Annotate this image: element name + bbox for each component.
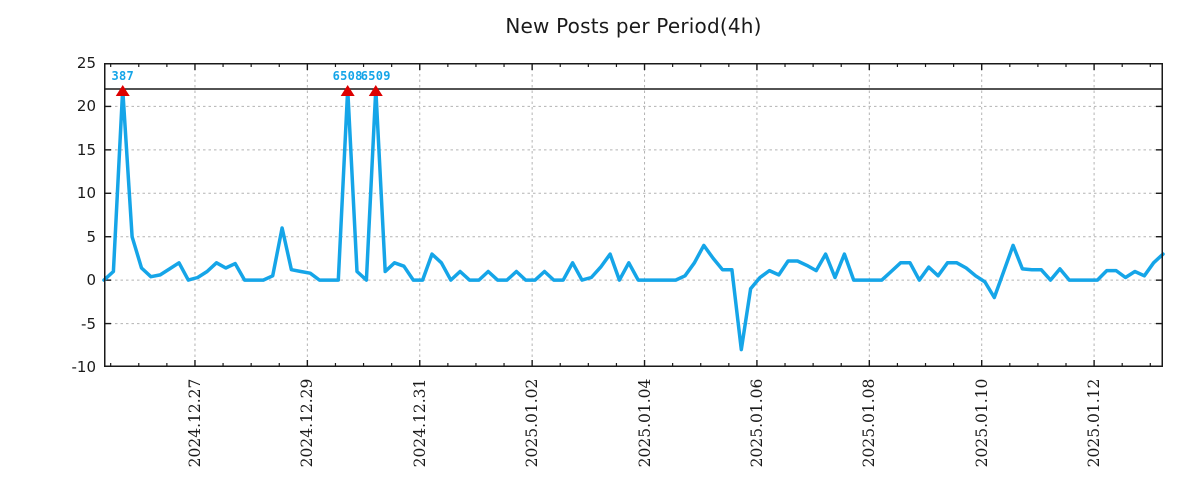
x-tick-label: 2025.01.12 [1085,378,1104,468]
y-tick-label: 10 [76,184,96,203]
x-tick-label: 2024.12.27 [185,378,204,468]
y-tick-label: -5 [81,314,96,333]
x-tick-label: 2024.12.29 [298,378,317,468]
svg-text:6509: 6509 [361,69,391,83]
svg-text:6508: 6508 [333,69,363,83]
y-tick-label: 20 [76,97,96,116]
y-tick-label: 15 [76,140,96,159]
svg-text:387: 387 [111,69,134,83]
x-tick-label: 2024.12.31 [410,378,429,468]
y-tick-label: -10 [71,358,97,376]
x-tick-label: 2025.01.04 [635,378,654,468]
plot-area: 387 6508 6509 [102,63,1165,367]
y-tick-label: 5 [86,227,96,246]
x-tick-label: 2025.01.10 [972,378,991,468]
x-tick-label: 2025.01.08 [860,378,879,468]
x-tick-label: 2025.01.02 [523,378,542,468]
y-tick-label: 25 [76,54,96,72]
chart-title: New Posts per Period(4h) [505,14,762,38]
y-tick-label: 0 [86,271,96,290]
x-tick-label: 2025.01.06 [747,378,766,468]
